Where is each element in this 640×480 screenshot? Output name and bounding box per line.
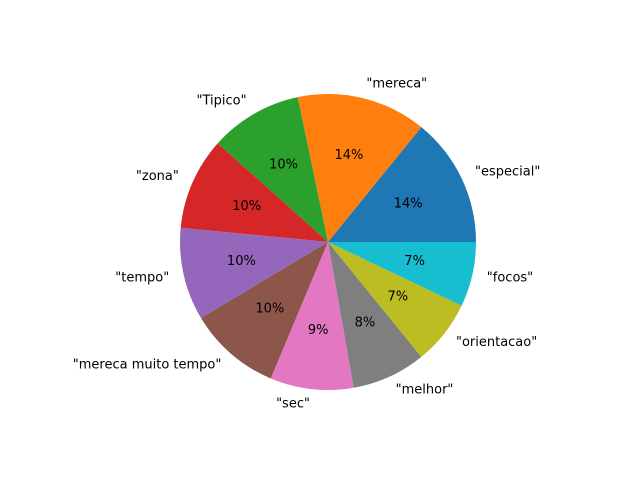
slice-percent-label-9: 7%: [404, 254, 425, 269]
slice-percent-label-2: 10%: [269, 158, 298, 173]
slice-category-label-2: "Tipico": [197, 94, 247, 109]
slice-category-label-5: "mereca muito tempo": [73, 358, 222, 373]
slice-percent-label-6: 9%: [308, 323, 329, 338]
slice-category-label-9: "focos": [487, 270, 533, 285]
category-labels-layer: "especial" "mereca" "Tipico" "zona" "tempo" "…: [73, 76, 541, 411]
slice-category-label-1: "mereca": [366, 76, 427, 91]
slice-percent-label-7: 8%: [355, 315, 376, 330]
pie-slice-4: [179, 227, 328, 319]
percent-labels-layer: 14% 14% 10% 10% 10% 10% 9% 8% 7% 7%: [227, 148, 425, 338]
pie-slice-0: [328, 127, 476, 242]
slice-category-label-4: "tempo": [115, 270, 169, 285]
slice-percent-label-1: 14%: [334, 148, 363, 163]
slice-percent-label-3: 10%: [232, 199, 261, 214]
slice-percent-label-8: 7%: [387, 289, 408, 304]
pie-slice-8: [328, 242, 462, 357]
slice-category-label-6: "sec": [276, 396, 310, 411]
slice-category-label-7: "melhor": [396, 383, 454, 398]
slice-percent-label-5: 10%: [255, 302, 284, 317]
slice-category-label-8: "orientacao": [456, 335, 537, 350]
pie-slice-7: [328, 242, 422, 388]
slices-layer: [179, 93, 476, 390]
pie-slice-1: [297, 93, 422, 242]
pie-slice-3: [180, 143, 328, 242]
slice-category-label-0: "especial": [475, 165, 540, 180]
slice-percent-label-4: 10%: [227, 254, 256, 269]
slice-category-label-3: "zona": [136, 169, 179, 184]
pie-slice-6: [270, 242, 354, 390]
pie-slice-2: [217, 97, 328, 242]
slice-percent-label-0: 14%: [394, 196, 423, 211]
pie-slice-5: [201, 242, 328, 379]
pie-slice-9: [328, 242, 476, 306]
